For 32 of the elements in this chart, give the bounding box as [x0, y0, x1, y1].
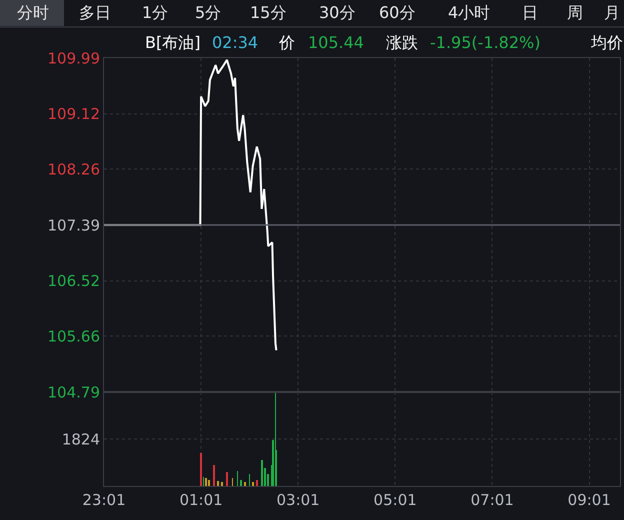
- text: 4小时: [448, 3, 490, 22]
- text: 价: [278, 33, 295, 52]
- text: 5分: [195, 3, 222, 22]
- x-tick-label: 07:01: [470, 491, 514, 509]
- text: 均价: [590, 33, 623, 52]
- text: 日: [522, 3, 538, 22]
- y-tick-label: 109.99: [48, 49, 100, 68]
- text: 02:34: [212, 33, 258, 52]
- x-tick-label: 01:01: [179, 491, 223, 509]
- text: 1分: [142, 3, 168, 22]
- text: 月: [604, 3, 620, 22]
- text: -1.95(-1.82%): [430, 33, 540, 52]
- x-tick-label: 05:01: [374, 491, 417, 509]
- text: 105.44: [308, 33, 364, 52]
- text: 周: [567, 3, 583, 22]
- text: B[布油]: [145, 33, 200, 52]
- x-tick-label: 23:01: [82, 491, 126, 509]
- y-tick-label: 107.39: [48, 216, 100, 234]
- y-tick-label: 104.79: [48, 383, 100, 402]
- text: 分时: [17, 3, 49, 22]
- y-tick-label: 106.52: [48, 272, 100, 290]
- y-tick-label: 105.66: [48, 327, 100, 346]
- text: 多日: [79, 3, 111, 22]
- text: 30分: [319, 3, 356, 22]
- text: 60分: [379, 3, 416, 22]
- y-tick-label: 109.12: [48, 105, 100, 124]
- text: 涨跌: [386, 33, 418, 52]
- x-tick-label: 03:01: [276, 491, 320, 509]
- x-tick-label: 09:01: [568, 491, 611, 509]
- y-tick-label: 1824: [62, 430, 100, 448]
- text: 15分: [250, 3, 286, 22]
- y-tick-label: 108.26: [48, 160, 100, 178]
